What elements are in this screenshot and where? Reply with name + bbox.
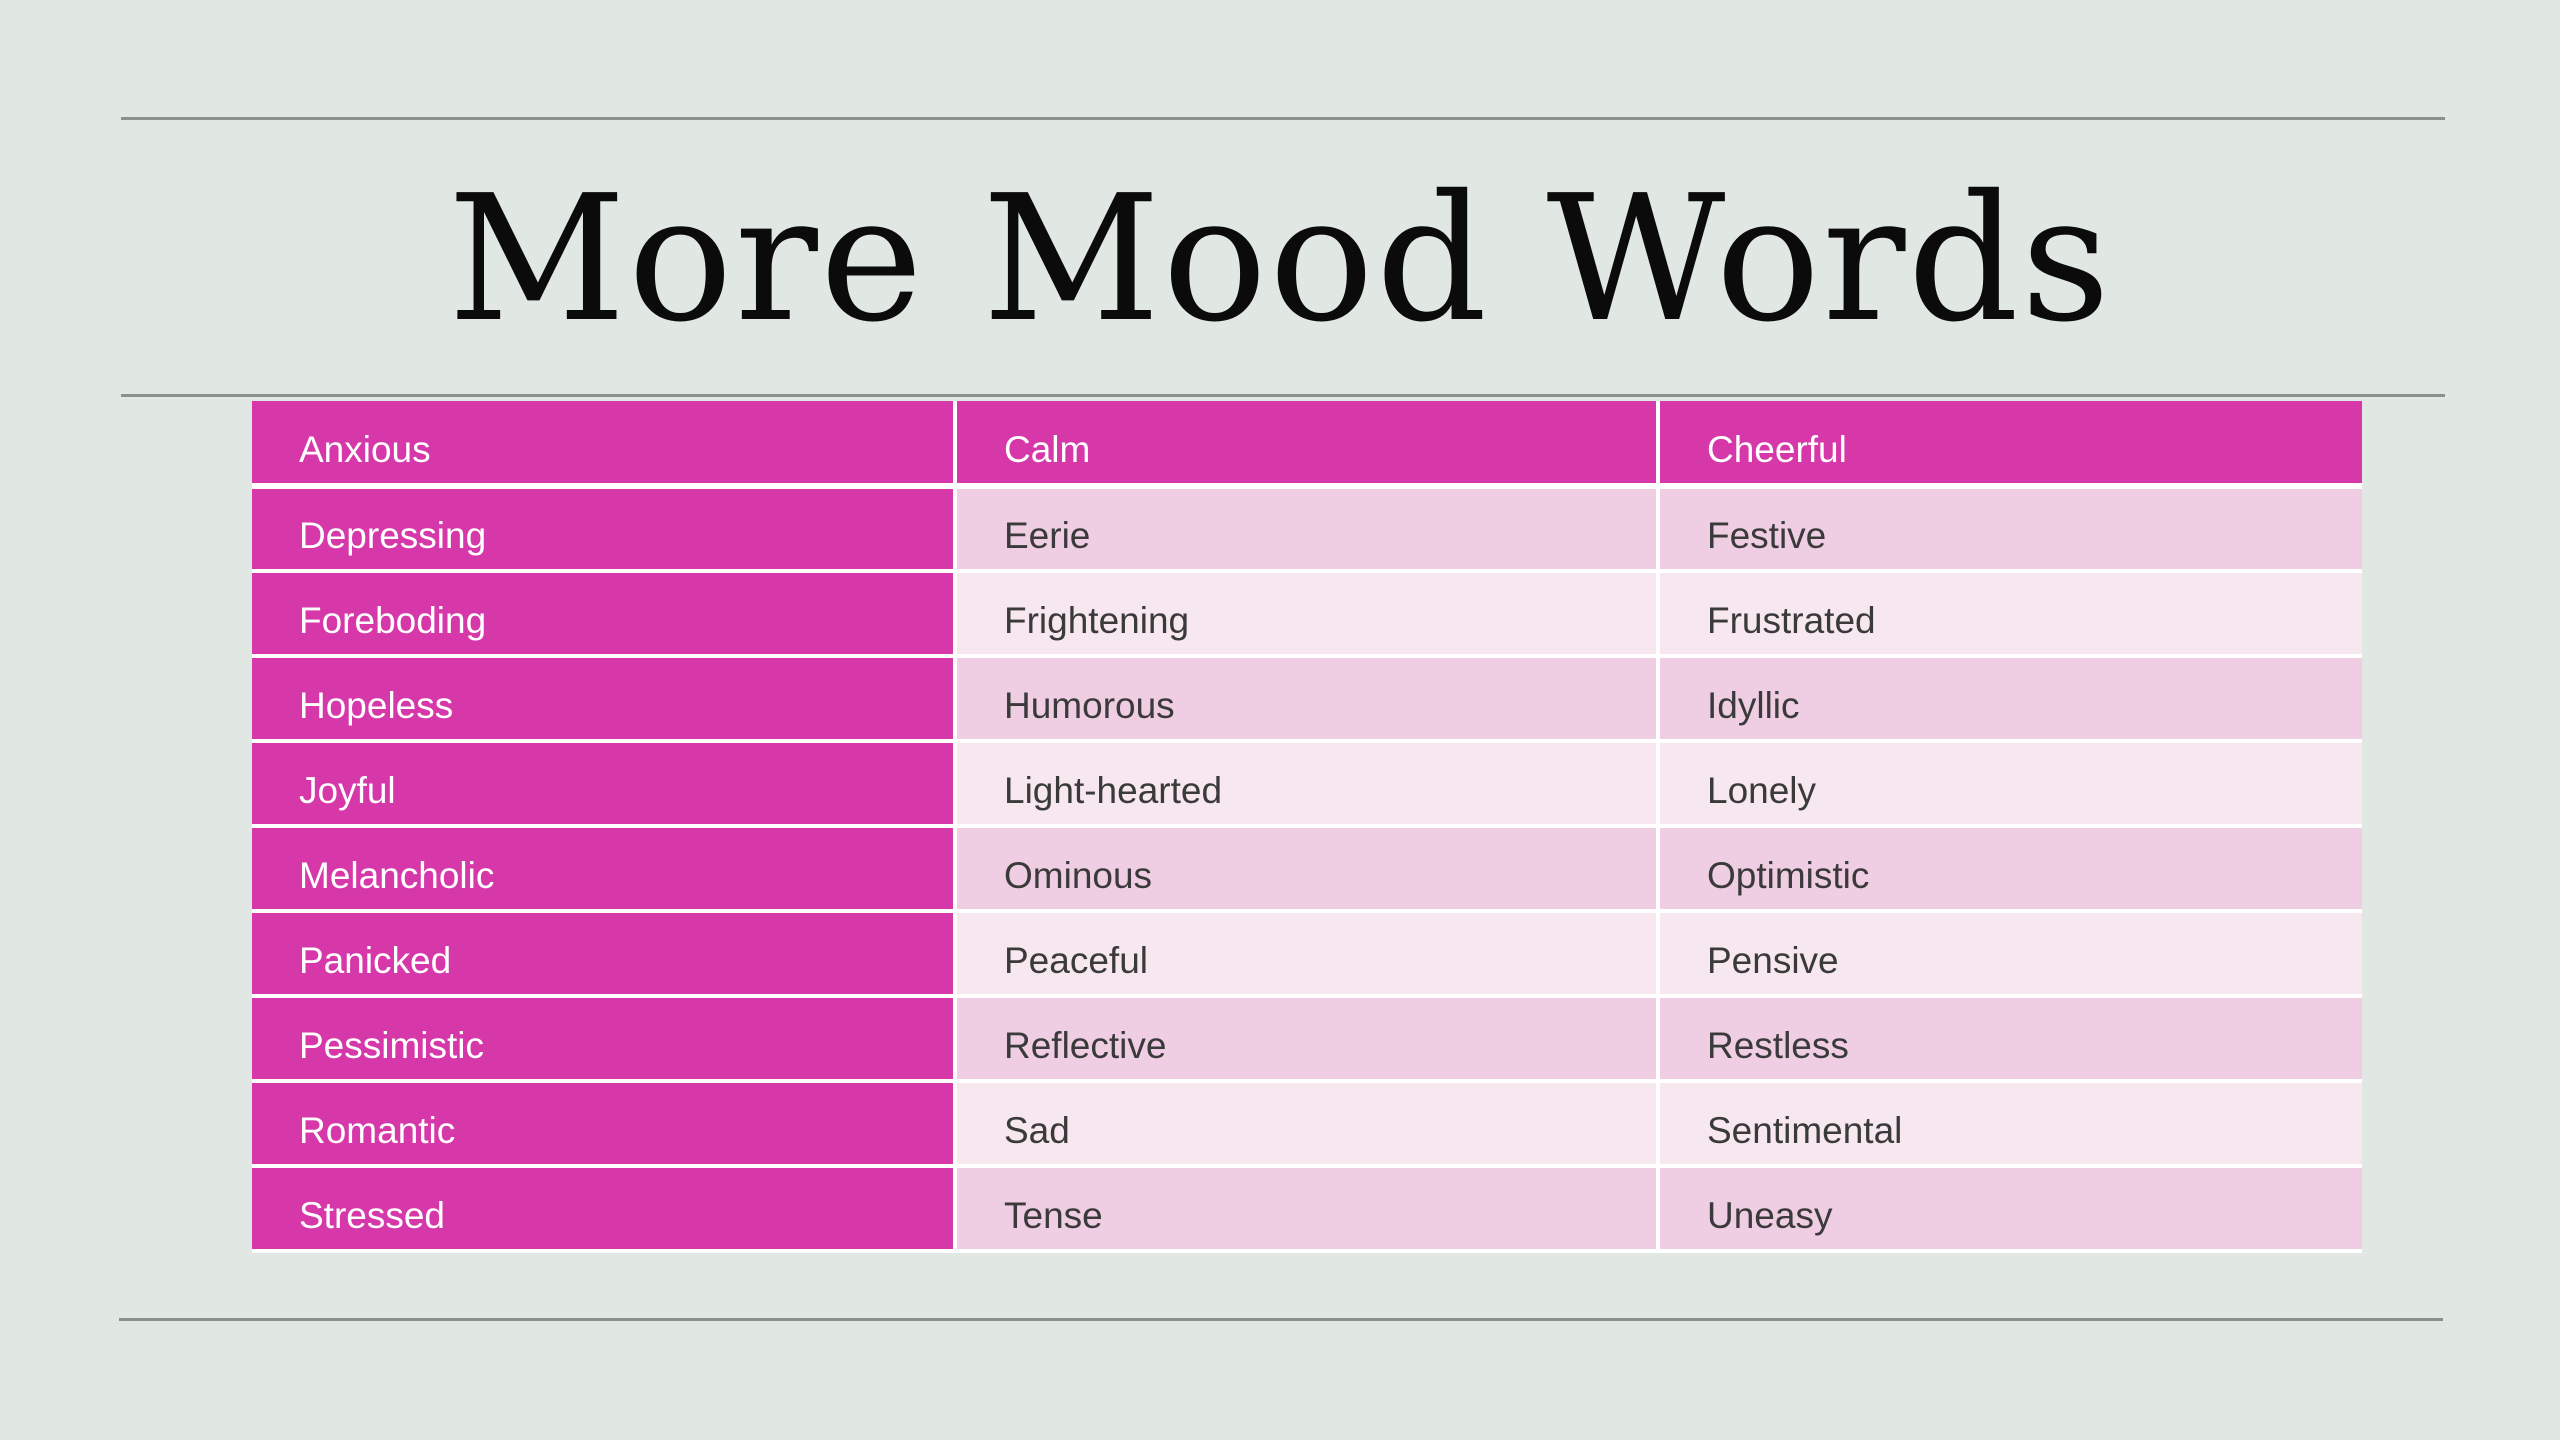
table-cell: Reflective xyxy=(955,996,1660,1083)
table-cell: Festive xyxy=(1658,486,2362,573)
header-cell: Cheerful xyxy=(1658,401,2362,489)
table-cell: Romantic xyxy=(252,1081,957,1168)
table-cell: Lonely xyxy=(1658,741,2362,828)
table-cell: Foreboding xyxy=(252,571,957,658)
top-divider xyxy=(121,117,2445,120)
table-cell: Restless xyxy=(1658,996,2362,1083)
table-cell: Joyful xyxy=(252,741,957,828)
table-header-row: Anxious Calm Cheerful xyxy=(252,401,2362,489)
table-cell: Frustrated xyxy=(1658,571,2362,658)
table-cell: Melancholic xyxy=(252,826,957,913)
table-cell: Uneasy xyxy=(1658,1166,2362,1253)
table-cell: Stressed xyxy=(252,1166,957,1253)
table-cell: Humorous xyxy=(955,656,1660,743)
table-cell: Depressing xyxy=(252,486,957,573)
table-cell: Ominous xyxy=(955,826,1660,913)
table-cell: Frightening xyxy=(955,571,1660,658)
table-cell: Pessimistic xyxy=(252,996,957,1083)
table-row: Panicked Peaceful Pensive xyxy=(252,911,2362,998)
table-row: Melancholic Ominous Optimistic xyxy=(252,826,2362,913)
table-cell: Light-hearted xyxy=(955,741,1660,828)
header-cell: Calm xyxy=(955,401,1660,489)
table-cell: Tense xyxy=(955,1166,1660,1253)
table-cell: Optimistic xyxy=(1658,826,2362,913)
table-cell: Hopeless xyxy=(252,656,957,743)
table-cell: Sad xyxy=(955,1081,1660,1168)
table-row: Joyful Light-hearted Lonely xyxy=(252,741,2362,828)
table-cell: Pensive xyxy=(1658,911,2362,998)
title-divider xyxy=(121,394,2445,397)
table-row: Foreboding Frightening Frustrated xyxy=(252,571,2362,658)
bottom-divider xyxy=(119,1318,2443,1321)
header-cell: Anxious xyxy=(252,401,957,489)
table-cell: Idyllic xyxy=(1658,656,2362,743)
table-row: Pessimistic Reflective Restless xyxy=(252,996,2362,1083)
mood-words-table: Anxious Calm Cheerful Depressing Eerie F… xyxy=(252,401,2362,1253)
table-row: Stressed Tense Uneasy xyxy=(252,1166,2362,1253)
table-cell: Panicked xyxy=(252,911,957,998)
slide-title: More Mood Words xyxy=(447,158,2113,361)
table-row: Depressing Eerie Festive xyxy=(252,486,2362,573)
table-row: Hopeless Humorous Idyllic xyxy=(252,656,2362,743)
table-cell: Sentimental xyxy=(1658,1081,2362,1168)
table-cell: Eerie xyxy=(955,486,1660,573)
table-row: Romantic Sad Sentimental xyxy=(252,1081,2362,1168)
table-cell: Peaceful xyxy=(955,911,1660,998)
